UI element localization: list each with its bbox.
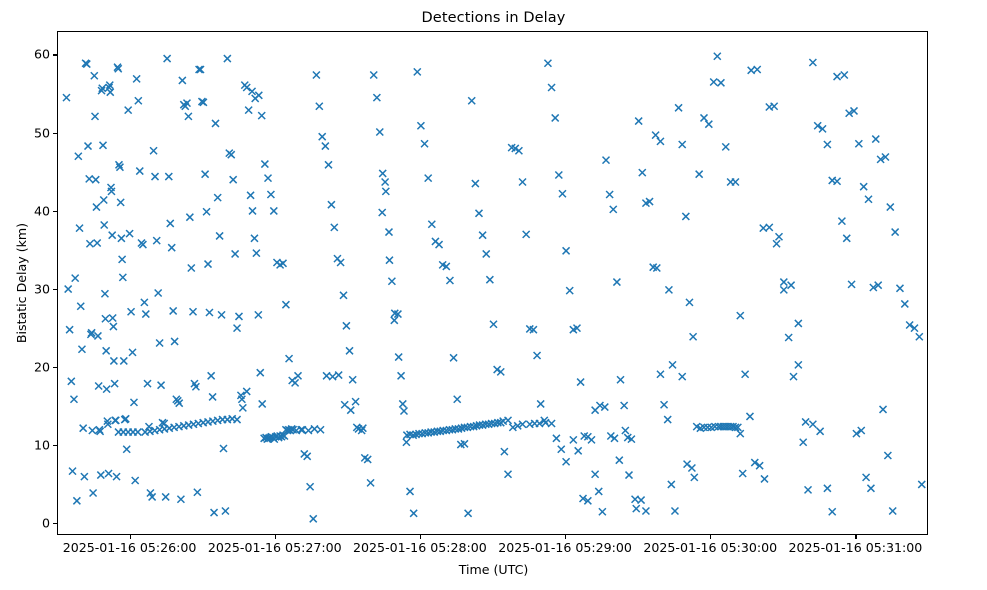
y-tick-mark (53, 367, 57, 369)
y-tick-label: 20 (33, 359, 50, 375)
x-tick-label: 2025-01-16 05:29:00 (498, 540, 632, 555)
y-tick-label: 0 (41, 515, 50, 531)
y-tick-label: 50 (33, 125, 50, 141)
x-tick-mark (855, 535, 857, 539)
page-title: Detections in Delay (421, 10, 566, 26)
x-tick-mark (274, 535, 276, 539)
x-tick-label: 2025-01-16 05:26:00 (62, 540, 197, 555)
y-tick-label: 40 (33, 203, 50, 219)
x-tick-label: 2025-01-16 05:31:00 (788, 540, 923, 555)
y-tick-mark (53, 288, 57, 290)
y-tick-mark (53, 445, 57, 447)
x-tick-label: 2025-01-16 05:27:00 (207, 540, 342, 555)
plot-area (57, 31, 928, 535)
y-tick-mark (53, 132, 57, 134)
x-tick-label: 2025-01-16 05:28:00 (353, 540, 487, 555)
scatter-series (62, 52, 926, 523)
y-tick-label: 10 (33, 437, 50, 453)
y-tick-label: 30 (33, 281, 50, 297)
y-axis-label: Bistatic Delay (km) (14, 222, 29, 344)
x-tick-mark (419, 535, 421, 539)
x-tick-mark (129, 535, 131, 539)
x-tick-label: 2025-01-16 05:30:00 (643, 540, 778, 555)
y-tick-mark (53, 54, 57, 56)
x-axis-label: Time (UTC) (458, 562, 529, 577)
y-tick-label: 60 (33, 46, 50, 62)
y-tick-mark (53, 523, 57, 525)
x-tick-mark (710, 535, 712, 539)
y-tick-mark (53, 210, 57, 212)
x-tick-mark (565, 535, 567, 539)
